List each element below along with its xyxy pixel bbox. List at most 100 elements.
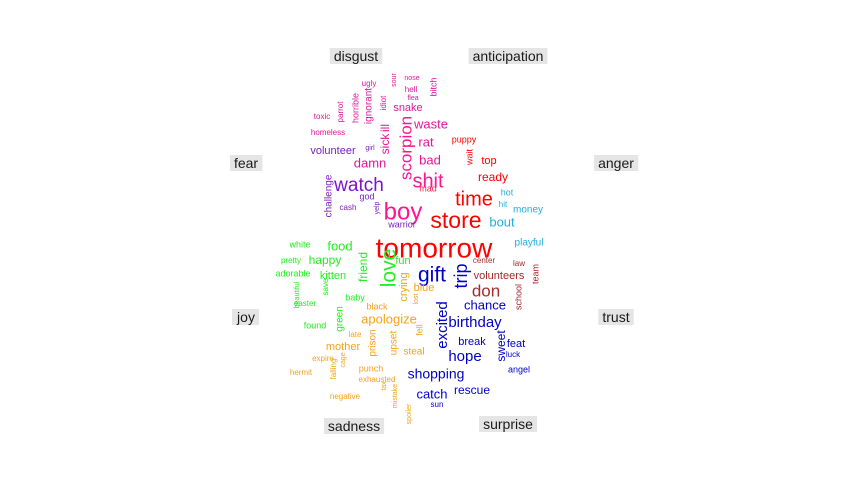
word-top: top <box>481 155 496 167</box>
word-mistake: mistake <box>392 384 399 408</box>
word-playful: playful <box>515 238 544 249</box>
word-easter: easter <box>294 299 317 308</box>
word-nose: nose <box>404 75 419 82</box>
word-ill: ill <box>378 124 392 132</box>
word-wait: wait <box>464 149 474 167</box>
word-money: money <box>513 205 543 216</box>
category-label-text: disgust <box>334 48 378 64</box>
word-chance: chance <box>464 297 506 312</box>
word-challenge: challenge <box>324 174 335 217</box>
word-black: black <box>366 301 388 311</box>
category-label-background <box>598 309 634 325</box>
word-idiot: idiot <box>379 95 388 110</box>
word-happy: happy <box>309 253 342 267</box>
category-label-text: anger <box>598 155 634 171</box>
word-love: love <box>378 249 401 288</box>
word-scorpion: scorpion <box>396 116 415 180</box>
word-hope: hope <box>448 348 481 365</box>
word-hot: hot <box>501 187 514 197</box>
word-yelp: yelp <box>374 201 381 214</box>
category-label-background <box>232 309 259 325</box>
word-pretty: pretty <box>281 256 301 265</box>
word-watch: watch <box>333 175 384 196</box>
word-flea: flea <box>407 95 418 102</box>
word-crying: crying <box>398 272 410 301</box>
word-friend: friend <box>356 252 370 282</box>
word-negative: negative <box>330 392 361 401</box>
category-label-background <box>479 416 538 432</box>
word-fun: fun <box>395 255 410 267</box>
word-spoiler: spoiler <box>406 403 413 424</box>
word-apologize: apologize <box>361 311 417 326</box>
category-label-trust: trust <box>598 309 634 325</box>
category-label-disgust: disgust <box>329 48 383 64</box>
word-late: late <box>349 330 362 339</box>
word-waste: waste <box>413 116 448 131</box>
word-tomorrow: tomorrow <box>376 232 493 263</box>
word-beautiful: beautiful <box>294 281 301 308</box>
word-volunteers: volunteers <box>474 270 525 282</box>
category-label-text: surprise <box>483 416 533 432</box>
word-puppy: puppy <box>452 134 477 144</box>
word-parrot: parrot <box>336 101 345 123</box>
category-label-joy: joy <box>232 309 259 325</box>
word-snake: snake <box>393 102 422 114</box>
word-shopping: shopping <box>408 366 465 382</box>
word-time: time <box>455 188 493 210</box>
word-food: food <box>327 238 352 253</box>
word-sun: sun <box>431 400 444 409</box>
category-label-text: trust <box>602 309 629 325</box>
word-volunteer: volunteer <box>310 145 356 157</box>
word-cash: cash <box>340 203 357 212</box>
word-boy: boy <box>384 198 423 225</box>
word-baby: baby <box>345 292 365 302</box>
category-label-text: sadness <box>328 418 380 434</box>
word-exhausted: exhausted <box>359 375 396 384</box>
word-team: team <box>530 264 540 284</box>
word-law: law <box>513 259 525 268</box>
word-adorable: adorable <box>275 268 310 278</box>
word-angel: angel <box>508 364 530 374</box>
word-catch: catch <box>416 386 447 401</box>
category-label-background <box>229 155 263 171</box>
word-girl: girl <box>365 145 375 152</box>
category-label-background <box>468 48 548 64</box>
word-lost: lost <box>413 294 420 305</box>
word-sweet: sweet <box>494 330 508 362</box>
category-labels: disgust anticipation fear anger joy trust sadn… <box>229 48 639 434</box>
word-rescue: rescue <box>454 383 490 397</box>
word-punch: punch <box>359 363 384 373</box>
word-god: god <box>359 191 374 201</box>
category-label-fear: fear <box>229 155 263 171</box>
word-cage: cage <box>340 352 347 367</box>
category-label-text: joy <box>236 309 255 325</box>
word-ugly: ugly <box>362 79 377 88</box>
category-label-text: anticipation <box>473 48 544 64</box>
category-label-anticipation: anticipation <box>468 48 548 64</box>
category-label-surprise: surprise <box>479 416 538 432</box>
category-label-text: fear <box>234 155 258 171</box>
word-save: save <box>321 278 330 295</box>
word-store: store <box>430 207 481 233</box>
word-mad: mad <box>419 183 437 193</box>
word-gift: gift <box>418 264 446 287</box>
word-expire: expire <box>312 354 334 363</box>
word-green: green <box>335 306 346 332</box>
word-kitten: kitten <box>320 270 346 282</box>
word-shit: shit <box>412 170 444 192</box>
category-label-anger: anger <box>594 155 639 171</box>
word-center: center <box>473 256 496 265</box>
word-sour: sour <box>391 73 398 87</box>
word-warrior: warrior <box>387 219 416 229</box>
category-label-background <box>323 418 385 434</box>
word-excited: excited <box>434 301 451 349</box>
word-found: found <box>304 320 327 330</box>
word-sick: sick <box>378 133 392 155</box>
word-break: break <box>458 336 486 348</box>
category-label-sadness: sadness <box>323 418 385 434</box>
word-upset: upset <box>389 331 400 356</box>
word-hit: hit <box>499 200 508 209</box>
word-bout: bout <box>489 214 515 229</box>
word-hermit: hermit <box>290 368 313 377</box>
